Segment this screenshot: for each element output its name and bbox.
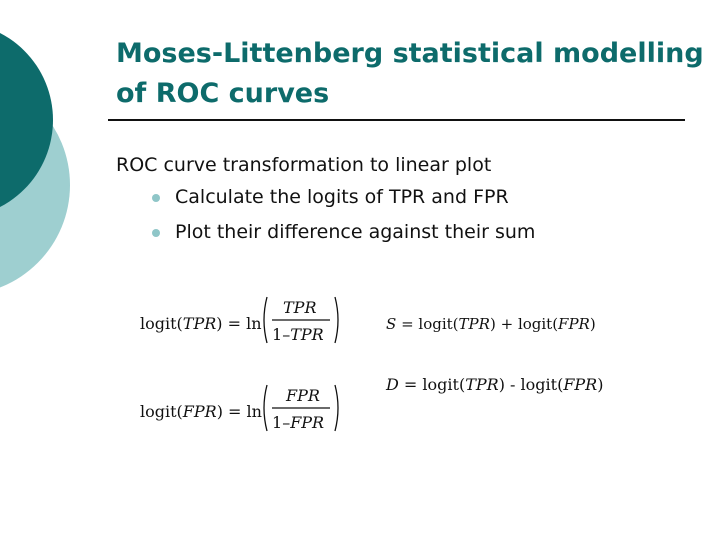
slide-body: ROC curve transformation to linear plot …	[116, 150, 696, 250]
fraction-brackets	[263, 384, 339, 432]
eq-var: TPR	[465, 375, 499, 394]
eq-var: FPR	[558, 315, 590, 333]
eq-var: TPR	[458, 315, 490, 333]
eq-close: )	[498, 375, 505, 394]
eq-equals: =	[401, 315, 414, 333]
eq-den-var: FPR	[290, 413, 325, 432]
equation-sum: S = logit(TPR) + logit(FPR)	[386, 315, 596, 333]
fraction-brackets	[263, 296, 339, 344]
bullet-text: Plot their difference against their sum	[175, 221, 536, 243]
equation-difference: D = logit(TPR) - logit(FPR)	[386, 375, 603, 394]
eq-fn: logit(	[422, 375, 466, 394]
eq-lhs: D	[386, 375, 399, 394]
eq-close: )	[216, 314, 223, 333]
eq-numerator: TPR	[283, 298, 317, 317]
eq-den-minus: –	[282, 413, 291, 432]
eq-close: )	[589, 315, 596, 333]
equation-logit-tpr: logit(TPR) = ln TPR 1–TPR	[140, 294, 350, 346]
slide-title-line-1: Moses-Littenberg statistical modelling	[116, 38, 704, 69]
eq-den-one: 1	[272, 413, 283, 432]
eq-var: FPR	[182, 402, 217, 421]
eq-equals: =	[403, 375, 418, 394]
title-divider	[108, 119, 685, 121]
slide-title: Moses-Littenberg statistical modelling o…	[116, 34, 706, 114]
eq-var: FPR	[563, 375, 598, 394]
eq-var: TPR	[182, 314, 217, 333]
eq-fn: logit(	[140, 402, 183, 421]
bullet-icon	[152, 229, 160, 237]
eq-fn: logit(	[418, 315, 459, 333]
eq-operator: -	[510, 375, 516, 394]
eq-lhs: S	[386, 315, 397, 333]
intro-text: ROC curve transformation to linear plot	[116, 154, 492, 176]
decorative-circles	[0, 32, 70, 288]
eq-den-one: 1	[272, 325, 283, 344]
eq-fn: logit(	[140, 314, 183, 333]
bullet-text: Calculate the logits of TPR and FPR	[175, 186, 509, 208]
equation-logit-fpr: logit(FPR) = ln FPR 1–FPR	[140, 382, 350, 434]
bullet-icon	[152, 194, 160, 202]
decor-dark-circle	[0, 32, 53, 208]
eq-operator: +	[500, 315, 514, 333]
eq-fn: logit(	[520, 375, 564, 394]
eq-equals: =	[228, 402, 242, 421]
eq-numerator: FPR	[286, 386, 320, 405]
eq-den-minus: –	[282, 325, 291, 344]
bullet-item: Calculate the logits of TPR and FPR	[116, 180, 696, 215]
slide-title-line-2: of ROC curves	[116, 78, 330, 109]
eq-close: )	[489, 315, 496, 333]
eq-equals: =	[227, 314, 242, 333]
eq-ln: ln	[246, 402, 262, 421]
eq-close: )	[597, 375, 604, 394]
eq-ln: ln	[246, 314, 262, 333]
bullet-item: Plot their difference against their sum	[116, 215, 696, 250]
eq-fn: logit(	[517, 315, 559, 333]
eq-close: )	[216, 402, 223, 421]
eq-den-var: TPR	[290, 325, 324, 344]
